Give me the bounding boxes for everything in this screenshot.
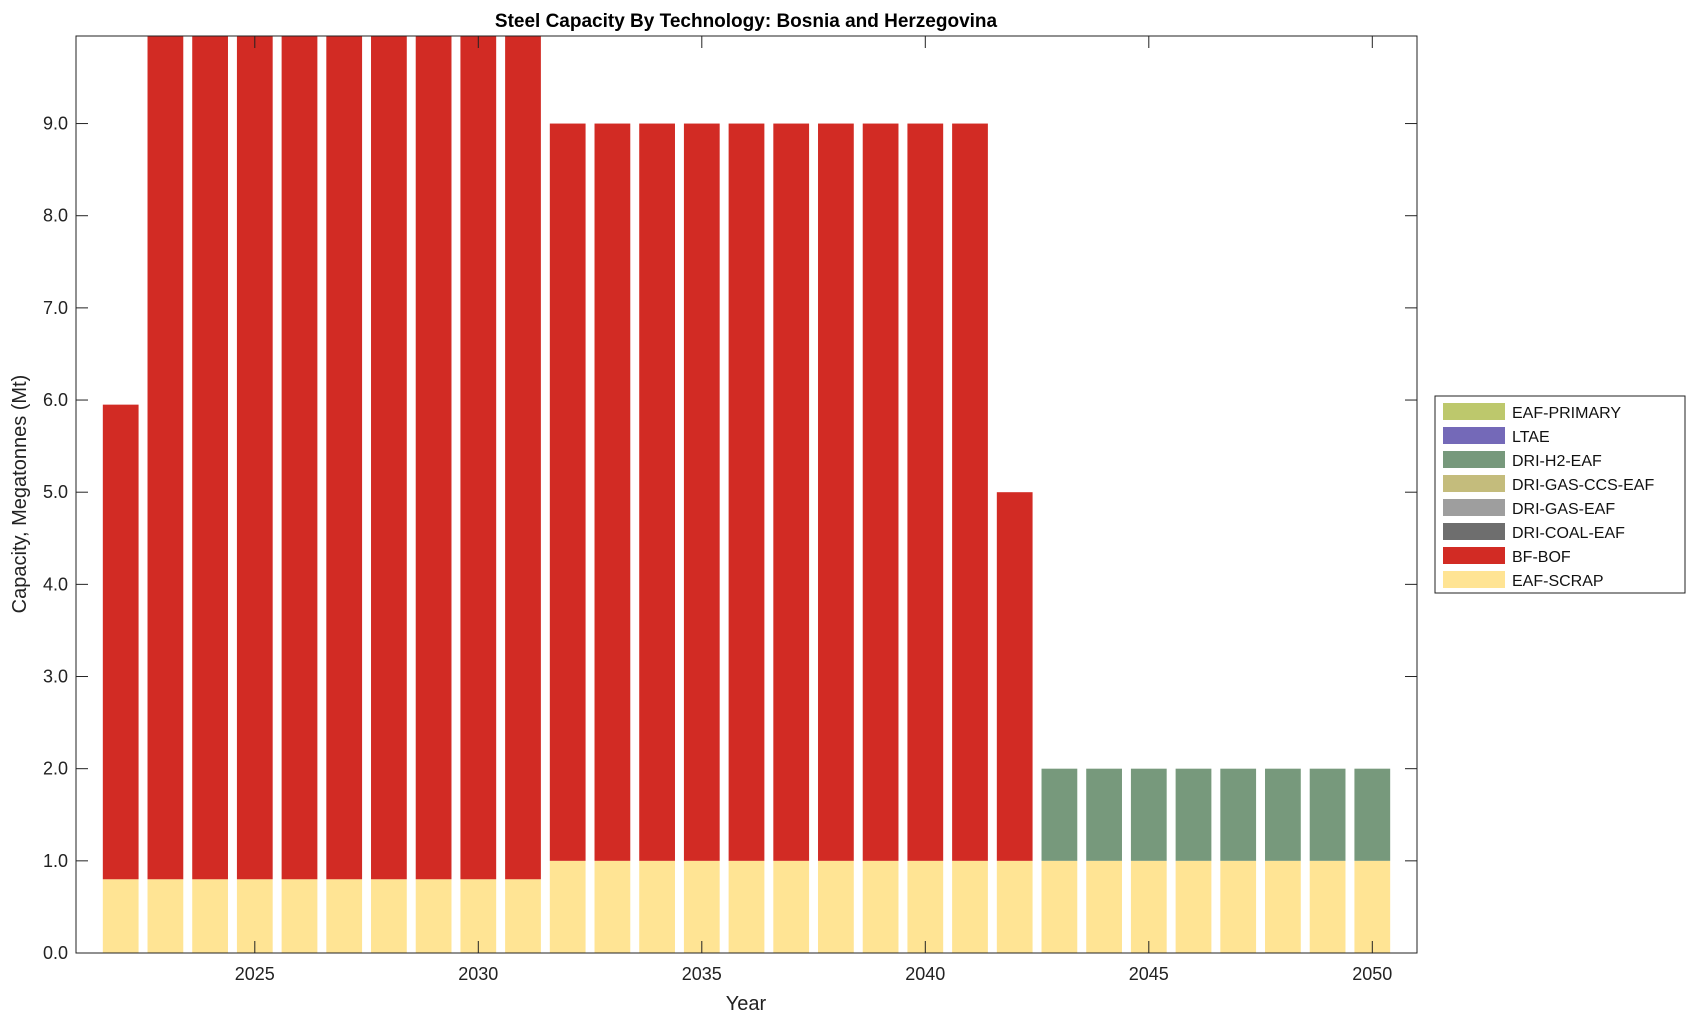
bar-segment-eaf-scrap-2035 bbox=[683, 860, 720, 953]
bar-segment-bf-bof-2042 bbox=[996, 492, 1033, 861]
bar-segment-eaf-scrap-2029 bbox=[415, 879, 452, 953]
legend-swatch-dri-gas-eaf bbox=[1443, 499, 1505, 516]
bar-segment-eaf-scrap-2040 bbox=[907, 860, 944, 953]
legend-label: DRI-COAL-EAF bbox=[1512, 525, 1625, 542]
bar-segment-bf-bof-2034 bbox=[639, 123, 675, 861]
bar-segment-eaf-scrap-2050 bbox=[1354, 860, 1391, 953]
y-tick-label: 9.0 bbox=[43, 114, 68, 134]
y-tick-label: 1.0 bbox=[43, 851, 68, 871]
bar-segment-bf-bof-2041 bbox=[952, 123, 988, 861]
bar-segment-bf-bof-2031 bbox=[505, 36, 541, 880]
bar-segment-dri-h2-eaf-2043 bbox=[1041, 768, 1078, 861]
bar-segment-eaf-scrap-2045 bbox=[1130, 860, 1167, 953]
legend-label: LTAE bbox=[1512, 429, 1550, 446]
bar-segment-dri-h2-eaf-2045 bbox=[1130, 768, 1167, 861]
legend-label: DRI-H2-EAF bbox=[1512, 453, 1602, 470]
bar-segment-eaf-scrap-2024 bbox=[192, 879, 228, 953]
bar-segment-bf-bof-2035 bbox=[683, 123, 720, 861]
bar-segment-eaf-scrap-2046 bbox=[1175, 860, 1212, 953]
bar-segment-eaf-scrap-2033 bbox=[594, 860, 631, 953]
bar-segment-bf-bof-2033 bbox=[594, 123, 631, 861]
legend-label: DRI-GAS-EAF bbox=[1512, 501, 1615, 518]
y-axis-label: Capacity, Megatonnes (Mt) bbox=[9, 375, 31, 614]
legend-swatch-bf-bof bbox=[1443, 547, 1505, 564]
legend-swatch-eaf-scrap bbox=[1443, 571, 1505, 588]
bar-segment-eaf-scrap-2047 bbox=[1220, 860, 1257, 953]
bar-segment-eaf-scrap-2043 bbox=[1041, 860, 1078, 953]
y-tick-label: 8.0 bbox=[43, 206, 68, 226]
x-tick-label: 2050 bbox=[1352, 964, 1392, 984]
bar-segment-bf-bof-2027 bbox=[326, 36, 363, 880]
ticks-group: 2025 2030 2035 2040 2045 2050 0.0 1.0 2.0 3.0 4.0 5… bbox=[43, 36, 1417, 984]
y-tick-label: 0.0 bbox=[43, 943, 68, 963]
bar-segment-eaf-scrap-2032 bbox=[549, 860, 586, 953]
bar-segment-eaf-scrap-2025 bbox=[236, 879, 273, 953]
x-tick-label: 2030 bbox=[458, 964, 498, 984]
bar-segment-eaf-scrap-2023 bbox=[147, 879, 184, 953]
bar-segment-eaf-scrap-2036 bbox=[728, 860, 765, 953]
bar-segment-eaf-scrap-2042 bbox=[996, 860, 1033, 953]
bar-segment-eaf-scrap-2026 bbox=[281, 879, 318, 953]
legend-swatch-dri-h2-eaf bbox=[1443, 451, 1505, 468]
bar-segment-bf-bof-2030 bbox=[460, 36, 497, 880]
bar-segment-dri-h2-eaf-2046 bbox=[1175, 768, 1212, 861]
bar-segment-eaf-scrap-2034 bbox=[639, 860, 675, 953]
bar-segment-bf-bof-2039 bbox=[862, 123, 899, 861]
bar-segment-bf-bof-2036 bbox=[728, 123, 765, 861]
legend-label: BF-BOF bbox=[1512, 549, 1571, 566]
bar-segment-eaf-scrap-2031 bbox=[505, 879, 541, 953]
legend-label: DRI-GAS-CCS-EAF bbox=[1512, 477, 1654, 494]
bar-segment-eaf-scrap-2049 bbox=[1309, 860, 1346, 953]
y-tick-label: 7.0 bbox=[43, 298, 68, 318]
bar-segment-bf-bof-2023 bbox=[147, 36, 184, 880]
bar-segment-bf-bof-2037 bbox=[773, 123, 810, 861]
bar-segment-eaf-scrap-2037 bbox=[773, 860, 810, 953]
bar-segment-dri-h2-eaf-2049 bbox=[1309, 768, 1346, 861]
bar-segment-bf-bof-2040 bbox=[907, 123, 944, 861]
bar-segment-bf-bof-2024 bbox=[192, 36, 228, 880]
bar-segment-bf-bof-2029 bbox=[415, 36, 452, 880]
y-tick-label: 4.0 bbox=[43, 574, 68, 594]
chart-title: Steel Capacity By Technology: Bosnia and… bbox=[495, 11, 998, 32]
x-tick-label: 2025 bbox=[235, 964, 275, 984]
bar-segment-dri-h2-eaf-2048 bbox=[1265, 768, 1301, 861]
bar-segment-bf-bof-2026 bbox=[281, 36, 318, 880]
legend-label: EAF-SCRAP bbox=[1512, 573, 1604, 590]
x-tick-label: 2040 bbox=[905, 964, 945, 984]
bar-segment-eaf-scrap-2041 bbox=[952, 860, 988, 953]
bar-segment-eaf-scrap-2038 bbox=[818, 860, 854, 953]
bar-segment-bf-bof-2025 bbox=[236, 36, 273, 880]
bar-segment-eaf-scrap-2022 bbox=[102, 879, 139, 953]
bar-segment-eaf-scrap-2027 bbox=[326, 879, 363, 953]
bar-segment-bf-bof-2032 bbox=[549, 123, 586, 861]
bar-segment-bf-bof-2038 bbox=[818, 123, 854, 861]
bar-segment-eaf-scrap-2028 bbox=[371, 879, 407, 953]
bar-segment-eaf-scrap-2039 bbox=[862, 860, 899, 953]
bar-segment-bf-bof-2028 bbox=[371, 36, 407, 880]
x-tick-label: 2045 bbox=[1129, 964, 1169, 984]
legend-swatch-dri-coal-eaf bbox=[1443, 523, 1505, 540]
bar-segment-dri-h2-eaf-2044 bbox=[1086, 768, 1122, 861]
bar-segment-eaf-scrap-2030 bbox=[460, 879, 497, 953]
y-tick-label: 3.0 bbox=[43, 667, 68, 687]
bar-segment-dri-h2-eaf-2047 bbox=[1220, 768, 1257, 861]
bar-segment-eaf-scrap-2048 bbox=[1265, 860, 1301, 953]
legend-swatch-dri-gas-ccs-eaf bbox=[1443, 475, 1505, 492]
legend-swatch-eaf-primary bbox=[1443, 403, 1505, 420]
bar-segment-eaf-scrap-2044 bbox=[1086, 860, 1122, 953]
x-axis-label: Year bbox=[726, 993, 767, 1015]
x-tick-label: 2035 bbox=[682, 964, 722, 984]
legend-swatch-ltae bbox=[1443, 427, 1505, 444]
y-tick-label: 6.0 bbox=[43, 390, 68, 410]
bar-segment-dri-h2-eaf-2050 bbox=[1354, 768, 1391, 861]
y-tick-label: 2.0 bbox=[43, 759, 68, 779]
y-tick-label: 5.0 bbox=[43, 482, 68, 502]
legend: EAF-PRIMARY LTAE DRI-H2-EAF DRI-GAS-CCS-EAF… bbox=[1434, 395, 1686, 594]
bar-segment-bf-bof-2022 bbox=[102, 404, 139, 880]
plot-area-border bbox=[75, 35, 1418, 954]
legend-label: EAF-PRIMARY bbox=[1512, 405, 1621, 422]
bars-group bbox=[102, 36, 1391, 953]
